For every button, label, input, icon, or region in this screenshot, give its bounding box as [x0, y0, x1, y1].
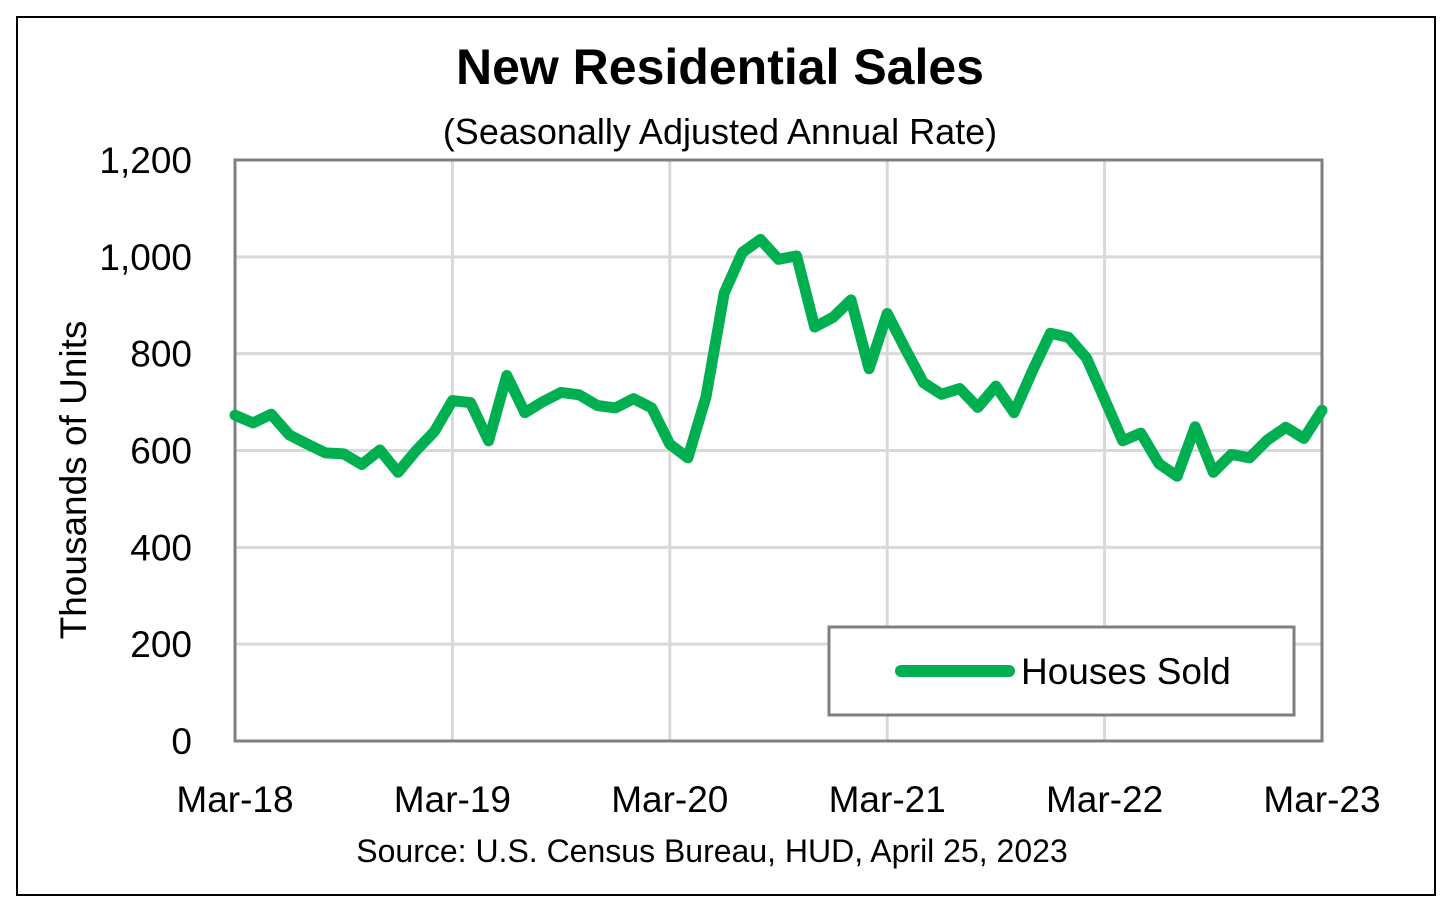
- y-tick-label: 400: [130, 527, 192, 568]
- y-tick-label: 1,000: [99, 237, 192, 278]
- x-tick-label: Mar-22: [1046, 779, 1163, 820]
- chart-frame: [16, 16, 1436, 896]
- y-axis-title: Thousands of Units: [53, 321, 94, 640]
- x-tick-label: Mar-20: [611, 779, 728, 820]
- x-tick-label: Mar-21: [829, 779, 946, 820]
- x-axis-ticks: Mar-18 Mar-19 Mar-20 Mar-21 Mar-22 Mar-23: [176, 779, 1380, 820]
- legend-label-houses-sold: Houses Sold: [1021, 651, 1231, 692]
- chart-title: New Residential Sales: [456, 39, 984, 95]
- x-tick-label: Mar-19: [394, 779, 511, 820]
- chart-subtitle: (Seasonally Adjusted Annual Rate): [443, 111, 997, 152]
- y-tick-label: 0: [171, 721, 192, 762]
- source-note: Source: U.S. Census Bureau, HUD, April 2…: [356, 833, 1067, 869]
- y-tick-label: 200: [130, 624, 192, 665]
- y-tick-label: 600: [130, 431, 192, 472]
- y-axis-ticks: 0 200 400 600 800 1,000 1,200: [99, 140, 192, 762]
- x-tick-label: Mar-23: [1263, 779, 1380, 820]
- series-layer: [229, 233, 1328, 482]
- y-tick-label: 800: [130, 334, 192, 375]
- legend-box: [827, 625, 1296, 717]
- plot-area-border: [233, 158, 1324, 743]
- series-line-houses-sold: [229, 233, 1328, 482]
- legend: Houses Sold: [827, 625, 1296, 717]
- x-tick-label: Mar-18: [176, 779, 293, 820]
- y-tick-label: 1,200: [99, 140, 192, 181]
